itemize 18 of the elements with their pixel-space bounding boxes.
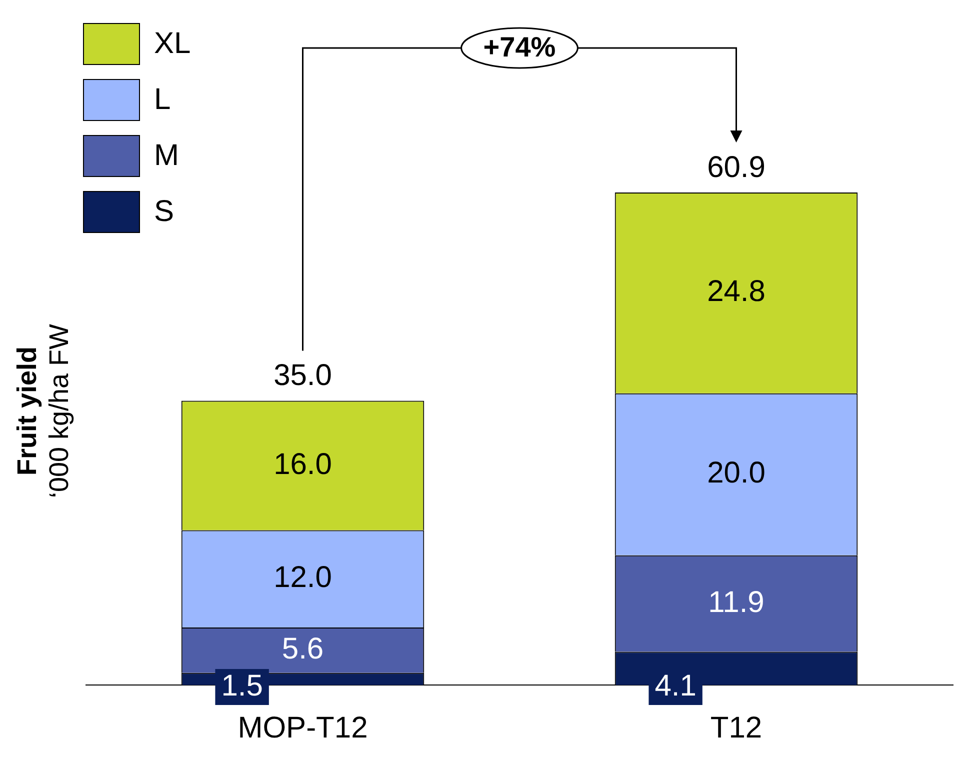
legend-label: L bbox=[154, 83, 171, 117]
data-label: 16.0 bbox=[274, 448, 332, 481]
data-label: 20.0 bbox=[707, 456, 766, 490]
total-label: 35.0 bbox=[274, 358, 332, 392]
legend-label: M bbox=[154, 139, 179, 173]
data-label: 24.8 bbox=[707, 275, 766, 308]
legend-label: S bbox=[154, 195, 174, 229]
legend-label: XL bbox=[154, 27, 191, 61]
x-tick-label: MOP-T12 bbox=[238, 711, 368, 744]
data-label: 12.0 bbox=[274, 561, 332, 594]
x-tick-label: T12 bbox=[710, 711, 762, 744]
text: +74% bbox=[483, 32, 556, 63]
data-label: 11.9 bbox=[708, 586, 764, 619]
data-label: 4.1 bbox=[654, 669, 696, 702]
data-label: 5.6 bbox=[282, 632, 324, 666]
data-label: 1.5 bbox=[221, 669, 263, 702]
total-label: 60.9 bbox=[707, 150, 766, 184]
y-axis-title: Fruit yield ‘000 kg/ha FW bbox=[11, 323, 75, 498]
